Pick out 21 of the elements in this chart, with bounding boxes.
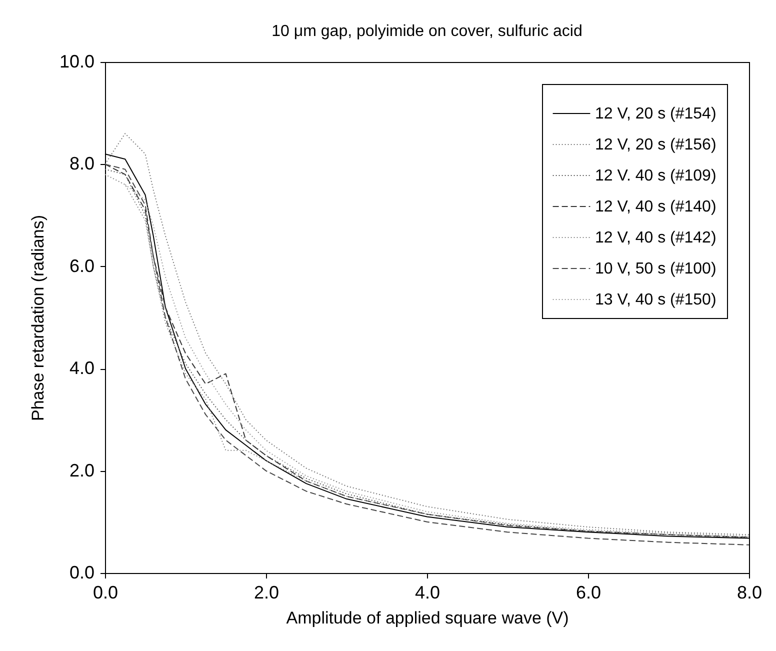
y-tick-label: 0.0: [69, 562, 94, 582]
x-tick-label: 6.0: [576, 582, 602, 602]
y-tick-label: 8.0: [69, 154, 94, 174]
legend-label: 12 V, 40 s (#142): [595, 230, 716, 246]
y-tick-label: 10.0: [59, 52, 94, 72]
legend-label: 10 V, 50 s (#100): [595, 260, 716, 278]
y-tick-label: 4.0: [69, 358, 94, 378]
legend-label: 12 V, 20 s (#156): [595, 136, 716, 154]
y-axis-title: Phase retardation (radians): [28, 214, 48, 422]
x-tick-label: 0.0: [92, 582, 118, 602]
y-tick-label: 2.0: [69, 460, 94, 480]
legend-label: 12 V, 40 s (#140): [595, 198, 716, 216]
x-axis-title: Amplitude of applied square wave (V): [286, 608, 569, 628]
x-tick-label: 2.0: [254, 582, 280, 602]
legend-label: 13 V, 40 s (#150): [595, 292, 716, 308]
legend-label: 12 V, 20 s (#154): [595, 106, 716, 122]
y-tick-label: 6.0: [69, 256, 94, 276]
chart-title: 10 μm gap, polyimide on cover, sulfuric acid: [272, 23, 582, 40]
legend-label: 12 V. 40 s (#109): [595, 168, 716, 184]
x-tick-label: 4.0: [414, 582, 440, 602]
x-tick-label: 8.0: [736, 582, 762, 602]
